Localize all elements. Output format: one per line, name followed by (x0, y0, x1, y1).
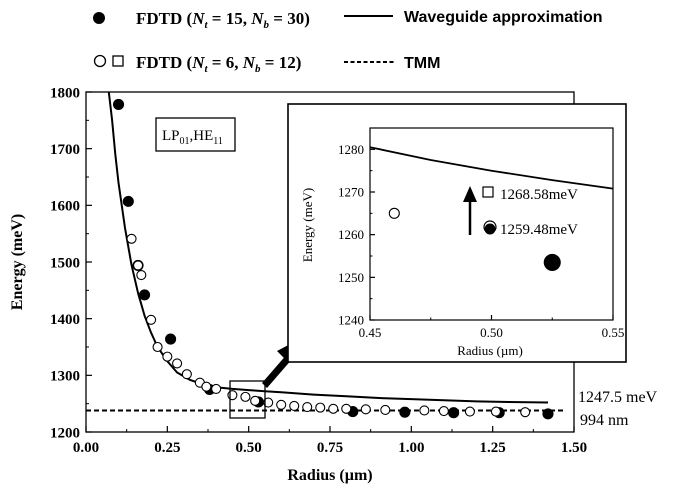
inset-half-marker-fill (484, 223, 496, 235)
fdtd-6-point (211, 383, 222, 394)
y-tick-label: 1250 (338, 270, 364, 285)
waveguide-curve (369, 146, 614, 190)
y-tick-label: 1300 (50, 369, 80, 385)
main-axis-ticks (85, 91, 575, 433)
x-tick-label: 1.50 (561, 440, 587, 456)
legend-filled-circle-marker (93, 12, 105, 24)
inset-plot-points (388, 207, 561, 271)
inset-open-square-marker (482, 186, 494, 198)
fdtd-6-point (136, 269, 147, 281)
fdtd-6-point (263, 397, 274, 408)
mode-label-box (155, 117, 236, 152)
zoom-region-box (229, 380, 266, 419)
mode-label: LP01,HE11 (162, 128, 223, 147)
y-tick-label: 1200 (50, 425, 80, 441)
zoom-callout-arrow (262, 353, 293, 388)
fdtd-6-point (464, 406, 475, 417)
y-tick-label: 1800 (50, 85, 80, 101)
fdtd-15-point (139, 289, 151, 301)
inset-plot-lines (369, 146, 614, 190)
inset-tick-labels: 0.45 0.50 0.55 1240 1250 1260 1270 1280 (338, 142, 624, 340)
fdtd-15-point (542, 408, 554, 420)
fdtd-15-point (399, 406, 411, 418)
fdtd-6-point (240, 391, 251, 402)
legend-fdtd-6-label: FDTD (Nt = 6, Nb = 12) (136, 53, 301, 75)
legend-tmm-label: TMM (404, 55, 440, 72)
y-tick-label: 1600 (50, 199, 80, 215)
fdtd-15-point (165, 333, 177, 345)
legend-fdtd-15-label: FDTD (Nt = 15, Nb = 30) (136, 9, 310, 31)
energy-limit-annotation: 1247.5 meV (578, 389, 658, 406)
y-tick-label: 1270 (338, 185, 364, 200)
x-tick-label: 1.00 (398, 440, 424, 456)
x-tick-label: 0.75 (317, 440, 343, 456)
fdtd-6-point (152, 341, 163, 353)
fdtd-6-point (289, 400, 300, 411)
fdtd-6-point (490, 406, 501, 417)
fdtd-6-point (172, 358, 183, 369)
x-tick-label: 0.50 (480, 325, 503, 340)
legend-open-circle-marker (93, 54, 107, 68)
fdtd-15-point (543, 253, 561, 271)
y-tick-label: 1260 (338, 227, 364, 242)
main-y-axis-label: Energy (meV) (9, 214, 26, 310)
x-tick-label: 0.45 (359, 325, 382, 340)
fdtd-6-point (162, 351, 173, 362)
fdtd-6-point (201, 381, 212, 392)
fdtd-15-point (448, 407, 460, 419)
x-tick-label: 0.55 (602, 325, 625, 340)
main-x-axis-label: Radius (µm) (287, 467, 372, 484)
y-tick-label: 1500 (50, 255, 80, 271)
y-tick-label: 1280 (338, 142, 364, 157)
inset-x-axis-label: Radius (µm) (457, 343, 523, 358)
fdtd-6-point (520, 407, 531, 418)
legend-waveguide-label: Waveguide approximation (404, 9, 603, 26)
fdtd-6-point (276, 399, 287, 410)
fdtd-6-point (438, 405, 449, 417)
fdtd-6-point (227, 390, 238, 401)
fdtd-6-point (341, 403, 352, 414)
x-tick-label: 0.25 (154, 440, 180, 456)
inset-up-arrow-head (463, 186, 477, 202)
main-tick-labels: 0.00 0.25 0.50 0.75 1.00 1.25 1.50 1200 1300 1400… (50, 85, 587, 456)
y-tick-label: 1240 (338, 313, 364, 328)
fdtd-15-point (122, 195, 134, 207)
legend: FDTD (Nt = 15, Nb = 30) Waveguide approx… (93, 9, 603, 75)
inset-frame (287, 103, 627, 363)
y-tick-label: 1400 (50, 312, 80, 328)
inset-value-2: 1259.48meV (500, 222, 578, 238)
inset-value-1: 1268.58meV (500, 187, 578, 203)
fdtd-6-point (133, 260, 144, 271)
inset-axis-ticks (369, 148, 614, 321)
x-tick-label: 0.00 (73, 440, 99, 456)
y-tick-label: 1700 (50, 142, 80, 158)
fdtd-6-point (126, 233, 137, 244)
main-plot-points (112, 98, 554, 420)
fdtd-6-point (250, 395, 261, 406)
wavelength-annotation: 994 nm (580, 412, 629, 429)
fdtd-6-point (146, 314, 157, 325)
fdtd-6-point (388, 207, 400, 219)
inset-y-axis-label: Energy (meV) (300, 188, 315, 262)
fdtd-6-point (181, 369, 192, 380)
legend-open-square-marker (112, 55, 124, 67)
fdtd-6-point (360, 404, 371, 415)
x-tick-label: 0.50 (236, 440, 262, 456)
fdtd-6-point (380, 404, 391, 415)
fdtd-6-point (302, 402, 313, 413)
x-tick-label: 1.25 (480, 440, 506, 456)
fdtd-6-point (328, 403, 339, 414)
fdtd-15-point (112, 98, 125, 111)
fdtd-6-point (315, 402, 326, 413)
fdtd-6-point (419, 405, 430, 416)
